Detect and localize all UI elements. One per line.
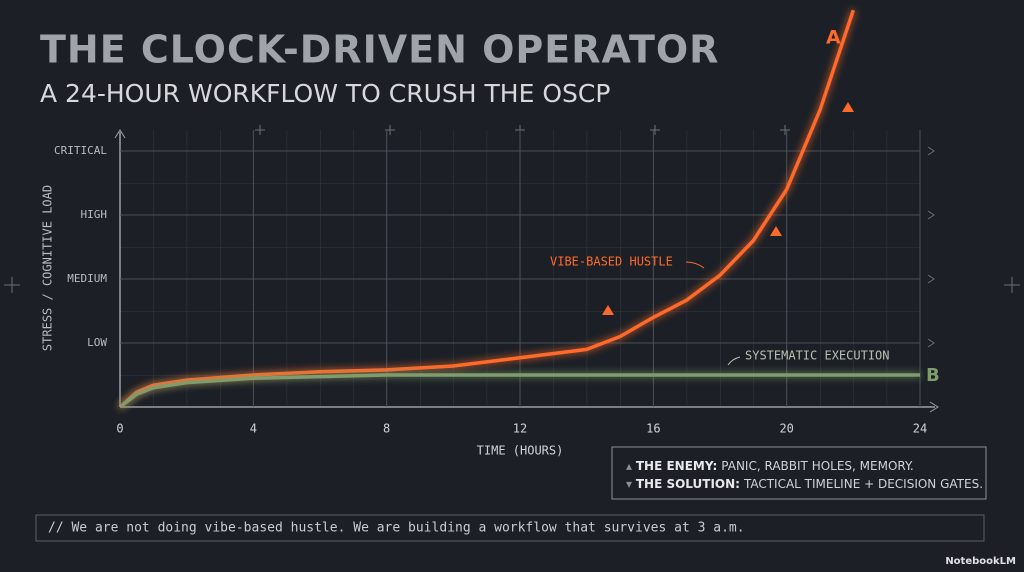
- x-tick-label: 4: [250, 422, 257, 436]
- chart-subtitle: A 24-HOUR WORKFLOW TO CRUSH THE OSCP: [40, 79, 610, 108]
- y-tick-label: CRITICAL: [54, 144, 107, 157]
- series-line: [118, 373, 920, 409]
- legend-icon: ▾: [626, 477, 636, 491]
- edge-arrow: [927, 146, 935, 156]
- legend-label: THE SOLUTION:: [636, 477, 740, 491]
- y-tick-label: MEDIUM: [67, 272, 107, 285]
- series-label: SYSTEMATIC EXECUTION: [745, 349, 890, 363]
- x-axis-label: TIME (HOURS): [477, 444, 564, 458]
- x-tick-label: 16: [646, 422, 660, 436]
- legend-icon: ▴: [626, 459, 636, 473]
- edge-arrow: [927, 210, 935, 220]
- label-arrow: [685, 261, 705, 269]
- y-tick-label: HIGH: [81, 208, 108, 221]
- footer: // We are not doing vibe-based hustle. W…: [48, 521, 745, 536]
- edge-arrow: [927, 274, 935, 284]
- x-tick-label: 12: [513, 422, 527, 436]
- legend-entry: ▴ THE ENEMY: PANIC, RABBIT HOLES, MEMORY.: [626, 459, 914, 473]
- legend-label: THE ENEMY:: [636, 459, 717, 473]
- y-arrow: [114, 129, 126, 139]
- x-tick-label: 8: [383, 422, 390, 436]
- footer-box: [35, 514, 985, 542]
- warning-icons: [602, 102, 854, 315]
- edge-arrow: [927, 338, 935, 348]
- x-tick-label: 0: [116, 422, 123, 436]
- x-arrow: [929, 401, 939, 413]
- y-axis-label: STRESS / COGNITIVE LOAD: [41, 185, 55, 351]
- series-marker-label: B: [926, 365, 940, 386]
- legend-text: TACTICAL TIMELINE + DECISION GATES.: [743, 477, 983, 491]
- y-tick-label: LOW: [87, 336, 107, 349]
- label-arrow: [727, 356, 741, 366]
- legend-entry: ▾ THE SOLUTION: TACTICAL TIMELINE + DECIS…: [626, 477, 983, 491]
- series-marker-label: A: [826, 27, 841, 49]
- watermark: NotebookLM: [945, 556, 1016, 567]
- legend-box: [611, 446, 987, 500]
- series-label: VIBE-BASED HUSTLE: [550, 255, 673, 269]
- series-line: [118, 9, 855, 409]
- legend-text: PANIC, RABBIT HOLES, MEMORY.: [721, 459, 913, 473]
- x-tick-label: 24: [913, 422, 927, 436]
- chart-title: THE CLOCK-DRIVEN OPERATOR: [40, 28, 719, 72]
- x-tick-label: 20: [779, 422, 793, 436]
